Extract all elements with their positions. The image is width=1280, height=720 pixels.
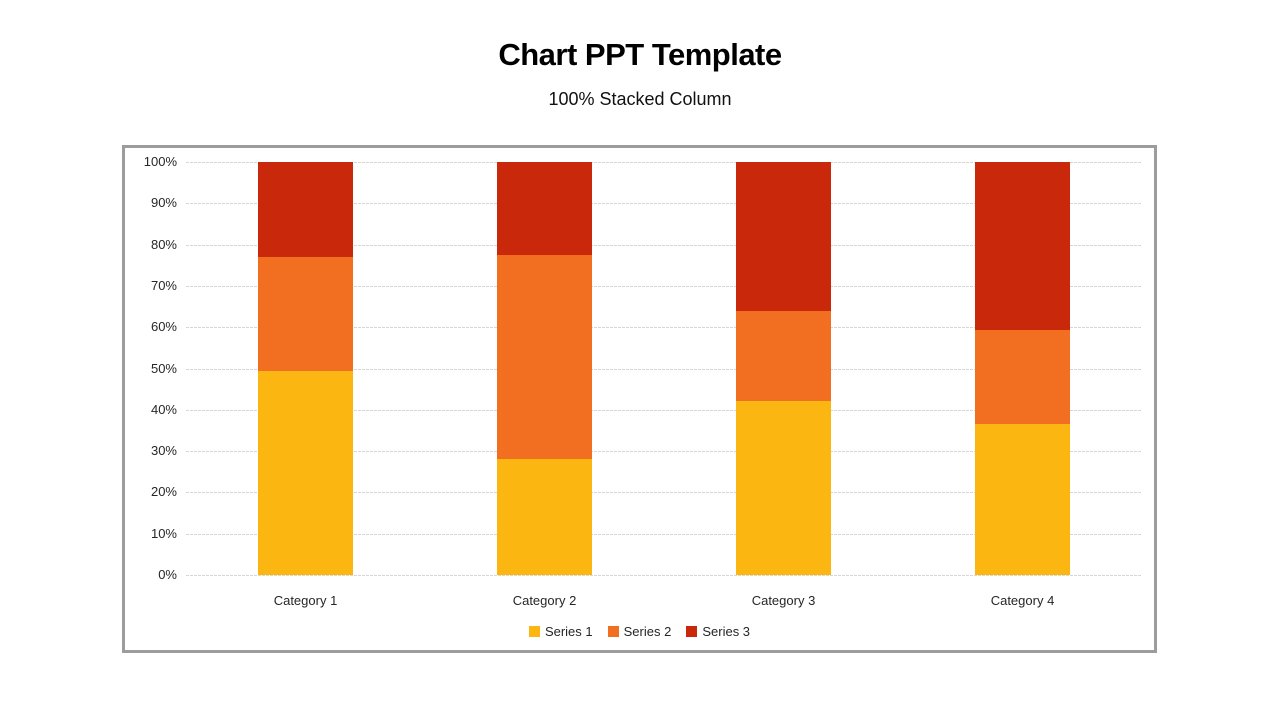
bar-segment-series3-category1 — [258, 162, 353, 257]
gridline — [186, 492, 1142, 493]
gridline — [186, 245, 1142, 246]
legend-label: Series 3 — [702, 624, 751, 639]
category-label: Category 1 — [273, 593, 338, 608]
legend-item: Series 3 — [686, 624, 750, 639]
gridline — [186, 203, 1142, 204]
category-label: Category 4 — [990, 593, 1055, 608]
y-axis-tick-label: 90% — [150, 195, 177, 210]
category-label: Category 3 — [751, 593, 816, 608]
y-axis-tick-label: 50% — [150, 361, 177, 376]
legend-swatch-icon — [607, 626, 619, 637]
y-axis-tick-label: 80% — [150, 237, 177, 252]
gridline — [186, 534, 1142, 535]
legend-item: Series 1 — [528, 624, 593, 639]
chart-legend: Series 1 Series 2 Series 3 — [125, 624, 1154, 639]
gridline — [186, 162, 1142, 163]
bar-segment-series3-category2 — [497, 162, 592, 255]
gridline — [186, 451, 1142, 452]
bar-segment-series2-category2 — [497, 255, 592, 459]
plot-area — [186, 162, 1142, 576]
bar-segment-series2-category4 — [975, 330, 1070, 424]
chart-frame: 100% 90% 80% 70% 60% 50% 40% 30% 20% 10% 0% Catego… — [122, 145, 1157, 653]
gridline — [186, 575, 1142, 576]
bar-segment-series1-category1 — [258, 371, 353, 575]
legend-swatch-icon — [686, 626, 698, 637]
legend-label: Series 2 — [623, 624, 672, 639]
y-axis-tick-label: 10% — [150, 526, 177, 541]
y-axis-tick-label: 60% — [150, 319, 177, 334]
y-axis-tick-label: 0% — [158, 567, 177, 582]
y-axis-tick-label: 30% — [150, 443, 177, 458]
bar-segment-series2-category1 — [258, 257, 353, 371]
y-axis-tick-label: 40% — [150, 402, 177, 417]
bar-segment-series3-category4 — [975, 162, 1070, 330]
gridline — [186, 327, 1142, 328]
bar-segment-series2-category3 — [736, 311, 831, 401]
gridline — [186, 286, 1142, 287]
y-axis-tick-label: 100% — [143, 154, 177, 169]
bar-segment-series3-category3 — [736, 162, 831, 311]
gridline — [186, 369, 1142, 370]
y-axis-tick-label: 20% — [150, 484, 177, 499]
y-axis-tick-label: 70% — [150, 278, 177, 293]
legend-swatch-icon — [528, 626, 540, 637]
page-subtitle: 100% Stacked Column — [548, 89, 732, 109]
legend-item: Series 2 — [607, 624, 672, 639]
legend-label: Series 1 — [544, 624, 593, 639]
bar-segment-series1-category2 — [497, 459, 592, 575]
gridline — [186, 410, 1142, 411]
category-label: Category 2 — [512, 593, 577, 608]
bar-segment-series1-category3 — [736, 401, 831, 575]
bar-segment-series1-category4 — [975, 424, 1070, 575]
page-title: Chart PPT Template — [498, 37, 782, 72]
